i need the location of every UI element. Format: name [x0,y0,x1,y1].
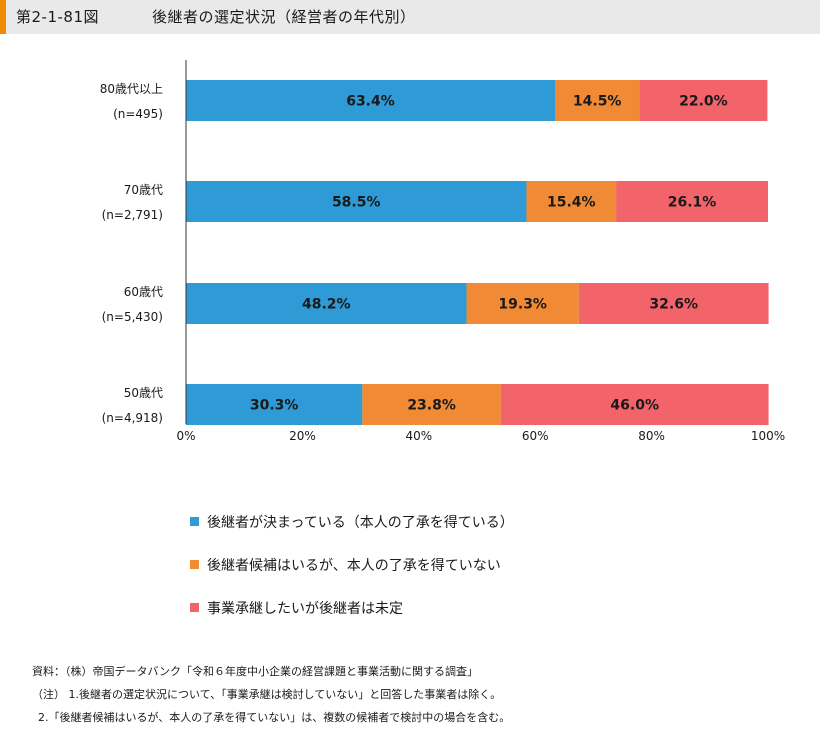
legend-swatch [190,603,199,612]
bar-value-label: 23.8% [407,398,456,414]
bar-segment [186,384,363,425]
legend-label: 事業承継したいが後継者は未定 [207,601,403,617]
legend-swatch [190,517,199,526]
note-1: （注） 1.後継者の選定状況について、「事業承継は検討していない」と回答した事業… [32,688,502,701]
bar-value-label: 30.3% [250,398,299,414]
bar-value-label: 48.2% [302,297,351,313]
category-sample-size: (n=2,791) [102,208,163,222]
stacked-bar-chart: 63.4% 14.5% 22.0% 80歳代以上 (n=495) 58.5% 15.4% 26… [100,60,785,443]
x-tick-label: 0% [176,429,195,443]
figure-title: 後継者の選定状況（経営者の年代別） [152,8,416,26]
category-sample-size: (n=4,918) [102,411,163,425]
bar-segment [466,283,579,324]
note-2: 2.「後継者候補はいるが、本人の了承を得ていない」は、複数の候補者で検討中の場合… [38,711,511,724]
x-tick-label: 40% [405,429,432,443]
figure-number: 第2-1-81図 [16,8,99,26]
x-tick-label: 20% [289,429,316,443]
bar-value-label: 22.0% [679,94,728,110]
figure-header: 第2-1-81図 後継者の選定状況（経営者の年代別） [0,0,820,34]
category-label: 80歳代以上 [100,82,163,96]
bar-segment [186,80,555,121]
category-sample-size: (n=5,430) [102,310,163,324]
bar-segment [362,384,501,425]
bar-segment [578,283,769,324]
category-sample-size: (n=495) [113,107,163,121]
bar-value-label: 19.3% [498,297,547,313]
legend-item: 事業承継したいが後継者は未定 [190,598,403,618]
x-tick-label: 100% [751,429,785,443]
bar-value-label: 32.6% [649,297,698,313]
bar-value-label: 58.5% [332,195,381,211]
legend-item: 後継者が決まっている（本人の了承を得ている） [190,512,514,532]
bar-segment [616,181,768,222]
bar-value-label: 46.0% [610,398,659,414]
x-tick-label: 60% [522,429,549,443]
category-label: 70歳代 [124,183,163,197]
legend-swatch [190,560,199,569]
bar-value-label: 15.4% [547,195,596,211]
x-tick-label: 80% [638,429,665,443]
category-label: 60歳代 [124,285,163,299]
category-label: 50歳代 [124,386,163,400]
notes: 資料：（株）帝国データバンク「令和６年度中小企業の経営課題と事業活動に関する調査… [32,660,510,729]
bar-segment [639,80,768,121]
source-note: 資料：（株）帝国データバンク「令和６年度中小企業の経営課題と事業活動に関する調査… [32,665,479,678]
legend-label: 後継者候補はいるが、本人の了承を得ていない [207,558,501,574]
bar-segment [186,181,527,222]
bar-segment [526,181,617,222]
header-accent-bar [0,0,6,34]
bar-value-label: 14.5% [573,94,622,110]
bar-segment [500,384,769,425]
bar-value-label: 26.1% [668,195,717,211]
bar-segment [554,80,640,121]
legend-label: 後継者が決まっている（本人の了承を得ている） [207,515,514,531]
legend-item: 後継者候補はいるが、本人の了承を得ていない [190,555,501,575]
bar-segment [186,283,467,324]
bar-value-label: 63.4% [346,94,395,110]
